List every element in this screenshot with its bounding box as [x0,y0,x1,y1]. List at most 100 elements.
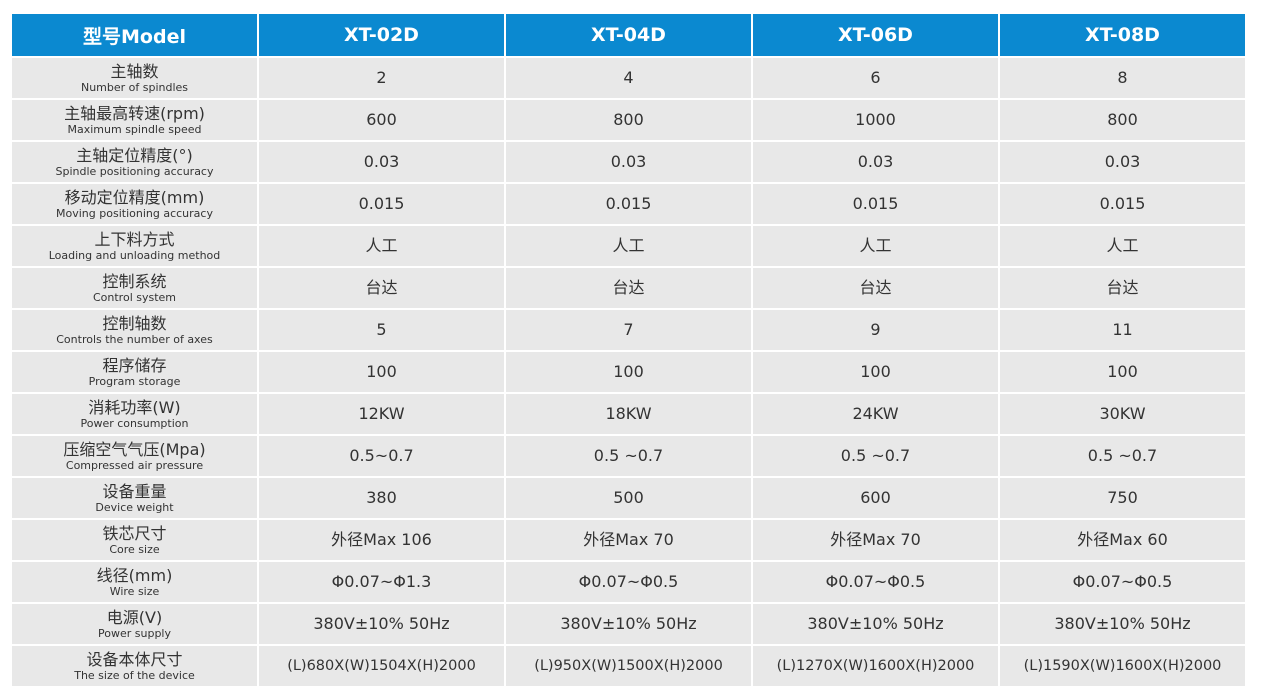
value-cell: 0.03 [259,142,504,182]
table-row: 线径(mm) Wire size Φ0.07~Φ1.3 Φ0.07~Φ0.5 Φ0.07… [12,562,1245,602]
row-label: 设备本体尺寸 The size of the device [12,646,257,686]
value-cell: (L)680X(W)1504X(H)2000 [259,646,504,686]
value-cell: 台达 [259,268,504,308]
row-label-cn: 主轴定位精度(°) [76,146,193,165]
value-cell: 0.015 [259,184,504,224]
value-cell: 5 [259,310,504,350]
value-cell: 800 [506,100,751,140]
value-cell: 100 [1000,352,1245,392]
value-cell: 600 [753,478,998,518]
value-cell: 100 [259,352,504,392]
row-label-cn: 消耗功率(W) [88,398,181,417]
value-cell: 0.015 [1000,184,1245,224]
value-cell: 600 [259,100,504,140]
header-xt-04d: XT-04D [506,14,751,56]
value-cell: Φ0.07~Φ0.5 [753,562,998,602]
value-cell: 外径Max 60 [1000,520,1245,560]
row-label-cn: 设备本体尺寸 [86,650,183,669]
value-cell: 台达 [1000,268,1245,308]
value-cell: 380 [259,478,504,518]
value-cell: 人工 [506,226,751,266]
row-label-en: Control system [92,291,177,304]
table-row: 压缩空气气压(Mpa) Compressed air pressure 0.5~0.… [12,436,1245,476]
row-label: 电源(V) Power supply [12,604,257,644]
value-cell: 380V±10% 50Hz [259,604,504,644]
value-cell: Φ0.07~Φ1.3 [259,562,504,602]
value-cell: 0.5 ~0.7 [506,436,751,476]
table-row: 控制轴数 Controls the number of axes 5 7 9 11 [12,310,1245,350]
value-cell: 800 [1000,100,1245,140]
row-label: 主轴定位精度(°) Spindle positioning accuracy [12,142,257,182]
table-row: 主轴定位精度(°) Spindle positioning accuracy 0.0… [12,142,1245,182]
value-cell: 380V±10% 50Hz [753,604,998,644]
table-row: 设备重量 Device weight 380 500 600 750 [12,478,1245,518]
table-row: 上下料方式 Loading and unloading method 人工 人工 人工人… [12,226,1245,266]
table-row: 消耗功率(W) Power consumption 12KW 18KW 24KW 30KW [12,394,1245,434]
value-cell: Φ0.07~Φ0.5 [1000,562,1245,602]
value-cell: 30KW [1000,394,1245,434]
value-cell: 750 [1000,478,1245,518]
row-label: 消耗功率(W) Power consumption [12,394,257,434]
table-row: 程序储存 Program storage 100 100 100 100 [12,352,1245,392]
value-cell: 6 [753,58,998,98]
row-label: 压缩空气气压(Mpa) Compressed air pressure [12,436,257,476]
value-cell: 12KW [259,394,504,434]
row-label-cn: 压缩空气气压(Mpa) [63,440,206,459]
row-label-cn: 主轴最高转速(rpm) [64,104,205,123]
value-cell: 24KW [753,394,998,434]
value-cell: 100 [753,352,998,392]
value-cell: 2 [259,58,504,98]
header-model: 型号Model [12,14,257,56]
row-label-en: Controls the number of axes [56,333,213,346]
value-cell: 0.03 [1000,142,1245,182]
value-cell: 7 [506,310,751,350]
row-label-en: Device weight [95,501,174,514]
value-cell: 0.03 [753,142,998,182]
value-cell: 0.015 [753,184,998,224]
row-label-en: The size of the device [74,669,195,682]
value-cell: 4 [506,58,751,98]
row-label-en: Loading and unloading method [48,249,221,262]
value-cell: 18KW [506,394,751,434]
table-row: 铁芯尺寸 Core size 外径Max 106 外径Max 70 外径Max 70 外径… [12,520,1245,560]
value-cell: 人工 [259,226,504,266]
row-label-cn: 控制轴数 [102,314,167,333]
value-cell: 11 [1000,310,1245,350]
row-label-en: Number of spindles [80,81,189,94]
value-cell: 8 [1000,58,1245,98]
row-label-cn: 线径(mm) [96,566,173,585]
value-cell: 100 [506,352,751,392]
value-cell: 人工 [1000,226,1245,266]
value-cell: (L)950X(W)1500X(H)2000 [506,646,751,686]
row-label-en: Power supply [98,627,171,640]
value-cell: 台达 [506,268,751,308]
row-label-en: Core size [109,543,160,556]
value-cell: 外径Max 70 [506,520,751,560]
header-xt-02d: XT-02D [259,14,504,56]
row-label-en: Moving positioning accuracy [56,207,213,220]
table-row: 控制系统 Control system 台达 台达 台达 台达 [12,268,1245,308]
row-label: 移动定位精度(mm) Moving positioning accuracy [12,184,257,224]
row-label: 主轴数 Number of spindles [12,58,257,98]
spec-table: 型号Model XT-02D XT-04D XT-06D XT-08D 主轴数 N… [10,12,1247,688]
row-label: 主轴最高转速(rpm) Maximum spindle speed [12,100,257,140]
row-label-cn: 铁芯尺寸 [102,524,167,543]
value-cell: 0.015 [506,184,751,224]
value-cell: (L)1590X(W)1600X(H)2000 [1000,646,1245,686]
header-row: 型号Model XT-02D XT-04D XT-06D XT-08D [12,14,1245,56]
header-xt-06d: XT-06D [753,14,998,56]
value-cell: 380V±10% 50Hz [1000,604,1245,644]
value-cell: 外径Max 106 [259,520,504,560]
row-label-cn: 移动定位精度(mm) [64,188,205,207]
value-cell: 0.5~0.7 [259,436,504,476]
value-cell: (L)1270X(W)1600X(H)2000 [753,646,998,686]
value-cell: 500 [506,478,751,518]
row-label-en: Wire size [109,585,160,598]
row-label-en: Maximum spindle speed [67,123,202,136]
value-cell: 外径Max 70 [753,520,998,560]
value-cell: 380V±10% 50Hz [506,604,751,644]
table-row: 移动定位精度(mm) Moving positioning accuracy 0.0… [12,184,1245,224]
row-label: 控制系统 Control system [12,268,257,308]
row-label: 线径(mm) Wire size [12,562,257,602]
row-label-en: Spindle positioning accuracy [55,165,214,178]
